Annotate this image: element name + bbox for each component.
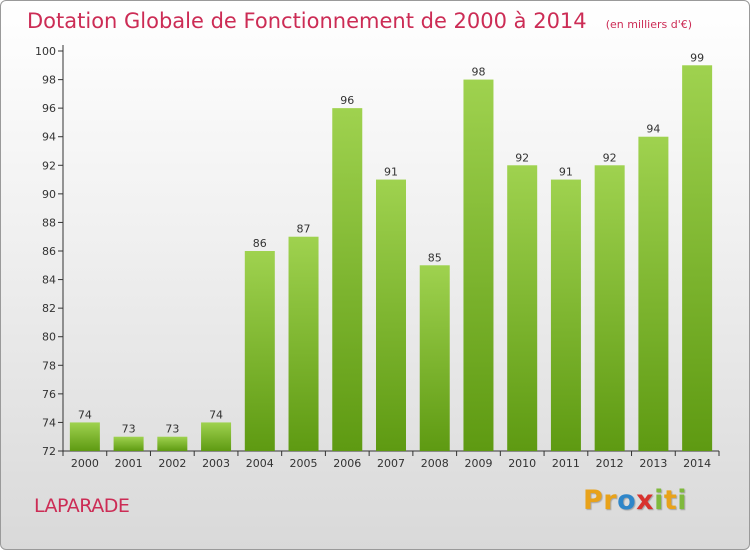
x-tick-label: 2014 xyxy=(683,457,711,470)
bar xyxy=(594,165,625,452)
data-label: 94 xyxy=(646,123,660,136)
bar xyxy=(69,422,100,451)
brand-part: o xyxy=(617,485,637,516)
chart-subtitle: (en milliers d'€) xyxy=(605,18,693,31)
data-label: 96 xyxy=(340,94,354,107)
x-tick-label: 2013 xyxy=(639,457,667,470)
x-tick-label: 2006 xyxy=(333,457,361,470)
y-tick-label: 94 xyxy=(42,131,56,144)
x-tick-label: 2012 xyxy=(596,457,624,470)
y-tick-label: 88 xyxy=(42,216,56,229)
bar xyxy=(463,79,494,452)
brand-part: x xyxy=(636,485,655,516)
bar xyxy=(419,265,450,451)
x-tick-label: 2004 xyxy=(246,457,274,470)
data-label: 73 xyxy=(122,423,136,436)
bar xyxy=(550,179,581,452)
x-tick-label: 2007 xyxy=(377,457,405,470)
title-row: Dotation Globale de Fonctionnement de 20… xyxy=(27,9,692,33)
y-tick-label: 76 xyxy=(42,388,56,401)
x-tick-label: 2008 xyxy=(421,457,449,470)
data-label: 74 xyxy=(209,408,223,421)
x-tick-label: 2011 xyxy=(552,457,580,470)
chart-title: Dotation Globale de Fonctionnement de 20… xyxy=(27,9,587,33)
commune-name: LAPARADE xyxy=(34,495,130,517)
labels: 72 74 76 78 80 82 84 86 88 90 92 94 96 98 100 2000 74 200… xyxy=(35,45,711,470)
brand-part: i xyxy=(654,485,664,516)
y-tick-label: 86 xyxy=(42,245,56,258)
bar xyxy=(638,136,669,451)
y-tick-label: 84 xyxy=(42,274,56,287)
data-label: 91 xyxy=(384,166,398,179)
data-label: 92 xyxy=(603,151,617,164)
y-tick-label: 90 xyxy=(42,188,56,201)
x-tick-label: 2010 xyxy=(508,457,536,470)
data-label: 86 xyxy=(253,237,267,250)
bars xyxy=(69,65,713,452)
x-tick-label: 2005 xyxy=(290,457,318,470)
y-tick-label: 100 xyxy=(35,45,56,58)
bar xyxy=(376,179,406,452)
data-label: 74 xyxy=(78,408,92,421)
data-label: 98 xyxy=(471,66,485,79)
y-tick-label: 72 xyxy=(42,445,56,458)
data-label: 99 xyxy=(690,51,704,64)
data-label: 87 xyxy=(297,223,311,236)
x-tick-label: 2000 xyxy=(71,457,99,470)
brand-logo: Proxiti xyxy=(583,485,687,516)
y-tick-label: 96 xyxy=(42,102,56,115)
bar xyxy=(682,65,713,452)
y-tick-label: 82 xyxy=(42,302,56,315)
y-tick-label: 92 xyxy=(42,159,56,172)
x-tick-label: 2009 xyxy=(464,457,492,470)
y-tick-label: 74 xyxy=(42,416,56,429)
y-tick-label: 80 xyxy=(42,331,56,344)
data-label: 91 xyxy=(559,166,573,179)
bar xyxy=(201,422,232,451)
x-tick-label: 2002 xyxy=(158,457,186,470)
bar xyxy=(244,251,275,451)
bar xyxy=(507,165,538,452)
data-label: 73 xyxy=(165,423,179,436)
data-label: 85 xyxy=(428,251,442,264)
bar xyxy=(288,236,319,451)
brand-part: i xyxy=(677,485,688,516)
data-label: 92 xyxy=(515,151,529,164)
x-tick-label: 2001 xyxy=(115,457,143,470)
x-tick-label: 2003 xyxy=(202,457,230,470)
y-tick-label: 98 xyxy=(42,74,56,87)
y-tick-label: 78 xyxy=(42,359,56,372)
bar xyxy=(113,436,144,451)
bar xyxy=(332,108,363,452)
brand-part: t xyxy=(663,485,678,516)
bar xyxy=(157,436,188,451)
brand-part: Pr xyxy=(583,485,618,516)
